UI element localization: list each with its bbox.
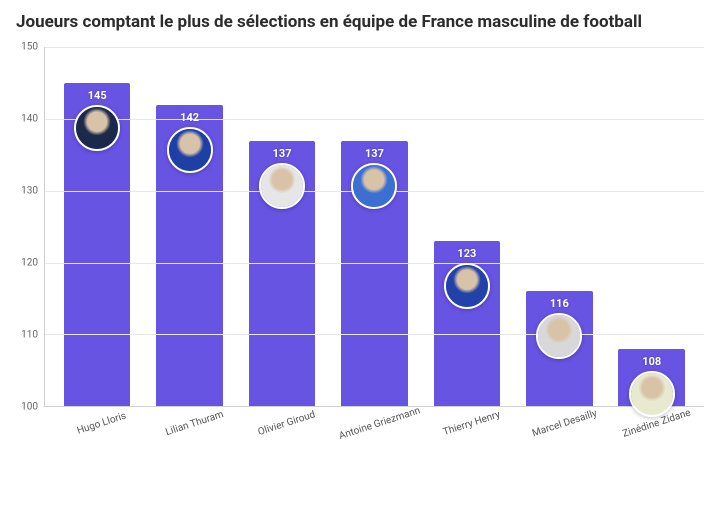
bar-slot: 123 <box>421 47 513 406</box>
bar-value-label: 145 <box>88 89 107 102</box>
bar: 123 <box>434 241 501 406</box>
x-axis-labels: Hugo LlorisLilian ThuramOlivier GiroudAn… <box>44 407 704 430</box>
y-tick-label: 130 <box>21 186 38 197</box>
y-axis: 100110120130140150 <box>16 47 44 407</box>
player-avatar <box>629 371 675 417</box>
bars-container: 145 142 137 137 123 116 108 <box>45 47 704 406</box>
player-avatar <box>536 313 582 359</box>
bar: 116 <box>526 291 593 406</box>
y-tick-label: 110 <box>21 330 38 341</box>
bar-value-label: 123 <box>457 247 476 260</box>
bar-slot: 137 <box>236 47 328 406</box>
chart-area: 100110120130140150 145142137137123116108 <box>16 47 704 407</box>
y-tick-label: 150 <box>21 42 38 53</box>
grid-line <box>45 119 704 120</box>
y-tick-label: 120 <box>21 258 38 269</box>
bar: 145 <box>64 83 131 406</box>
player-avatar <box>259 163 305 209</box>
grid-line <box>45 47 704 48</box>
bar: 142 <box>156 105 223 407</box>
player-avatar <box>444 263 490 309</box>
player-avatar <box>167 127 213 173</box>
bar-slot: 108 <box>606 47 698 406</box>
player-avatar <box>74 105 120 151</box>
bar-slot: 142 <box>143 47 235 406</box>
grid-line <box>45 334 704 335</box>
player-avatar <box>351 163 397 209</box>
bar-value-label: 142 <box>180 111 199 124</box>
bar-value-label: 108 <box>642 355 661 368</box>
plot-area: 145 142 137 137 123 116 108 <box>44 47 704 407</box>
bar: 108 <box>618 349 685 406</box>
grid-line <box>45 263 704 264</box>
bar-value-label: 137 <box>365 147 384 160</box>
bar: 137 <box>249 141 316 407</box>
bar-value-label: 116 <box>550 297 569 310</box>
bar-slot: 137 <box>328 47 420 406</box>
bar-slot: 116 <box>513 47 605 406</box>
bar-slot: 145 <box>51 47 143 406</box>
bar: 137 <box>341 141 408 407</box>
chart-title: Joueurs comptant le plus de sélections e… <box>16 12 704 33</box>
y-tick-label: 100 <box>21 402 38 413</box>
bar-value-label: 137 <box>273 147 292 160</box>
y-tick-label: 140 <box>21 114 38 125</box>
